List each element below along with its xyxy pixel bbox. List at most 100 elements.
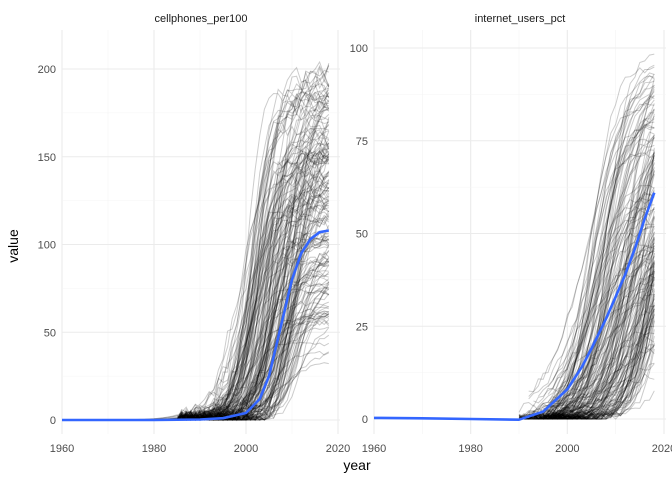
country-line <box>523 207 655 420</box>
country-line <box>518 121 655 420</box>
country-line <box>518 192 655 420</box>
country-line <box>528 293 655 420</box>
country-line <box>533 304 655 420</box>
y-tick-label: 100 <box>38 240 56 252</box>
country-line <box>528 64 655 420</box>
country-line <box>547 162 655 413</box>
country-line <box>528 276 655 420</box>
country-line <box>552 225 655 420</box>
x-tick-labels: 1960 1980 2000 2020 <box>362 443 672 455</box>
country-line <box>538 53 655 420</box>
country-line <box>523 266 655 420</box>
country-line <box>533 305 655 420</box>
y-axis-title: value <box>5 229 21 263</box>
country-line <box>528 124 655 420</box>
country-line <box>528 251 655 417</box>
country-line <box>538 363 655 415</box>
country-line <box>523 362 655 420</box>
country-line <box>538 308 655 420</box>
country-line <box>537 80 655 408</box>
country-line <box>519 115 655 420</box>
country-line <box>552 318 655 419</box>
country-line <box>523 147 655 420</box>
country-line <box>547 373 655 416</box>
strip-title: cellphones_per100 <box>155 13 248 25</box>
country-line <box>537 109 655 397</box>
x-tick-label: 2000 <box>555 443 579 455</box>
country-line <box>528 314 655 420</box>
country-line <box>533 246 655 404</box>
country-line <box>543 223 655 420</box>
country-line <box>518 270 655 420</box>
country-line <box>543 95 655 418</box>
country-line <box>518 174 655 419</box>
country-line <box>523 118 655 420</box>
y-tick-label: 50 <box>356 229 368 241</box>
country-line <box>552 302 655 420</box>
country-line <box>542 108 655 413</box>
country-line <box>528 187 655 420</box>
country-line <box>542 344 655 420</box>
country-line <box>518 244 655 420</box>
country-line <box>543 204 655 409</box>
country-line <box>533 151 655 420</box>
country-line <box>552 217 655 420</box>
country-line <box>523 271 655 420</box>
country-line <box>547 320 655 420</box>
country-line <box>547 226 655 420</box>
trend-line <box>373 192 656 422</box>
y-tick-label: 100 <box>350 43 368 55</box>
country-line <box>519 310 655 420</box>
country-line <box>518 272 655 420</box>
country-line <box>552 274 655 416</box>
country-line <box>547 252 655 420</box>
country-line <box>528 287 655 413</box>
country-line <box>538 345 655 418</box>
country-line <box>518 249 655 418</box>
country-line <box>528 91 655 400</box>
country-line <box>533 190 655 413</box>
country-line <box>547 236 655 416</box>
country-line <box>533 157 655 420</box>
country-line <box>518 144 655 419</box>
country-line <box>542 279 655 418</box>
country-line <box>523 264 655 420</box>
country-line <box>533 156 655 420</box>
strip-title: internet_users_pct <box>475 13 566 25</box>
x-tick-labels: 1960 1980 2000 2020 <box>50 443 350 455</box>
y-tick-label: 0 <box>50 415 56 427</box>
country-line <box>543 112 655 407</box>
country-line <box>533 233 655 420</box>
country-line <box>533 75 655 414</box>
country-line <box>547 266 655 420</box>
country-line <box>528 73 655 397</box>
country-line <box>537 126 655 420</box>
country-line <box>547 289 655 420</box>
country-line <box>543 256 655 420</box>
country-line <box>543 271 655 420</box>
country-line <box>548 152 655 420</box>
country-line <box>519 290 655 420</box>
country-line <box>542 271 655 420</box>
country-line <box>518 134 655 420</box>
country-line <box>552 276 655 419</box>
country-line <box>538 269 655 420</box>
country-line <box>533 304 655 420</box>
panel-cellphones: cellphones_per100 0 50 100 150 200 1960 … <box>38 13 351 455</box>
country-line <box>552 317 655 420</box>
country-line <box>523 75 655 420</box>
country-line <box>533 131 655 420</box>
country-line <box>528 295 655 420</box>
country-line <box>547 242 655 416</box>
y-tick-label: 50 <box>44 327 56 339</box>
country-line <box>543 348 655 420</box>
country-line <box>552 245 655 420</box>
country-line <box>519 335 655 420</box>
country-line <box>543 253 655 420</box>
country-line <box>518 195 655 420</box>
country-line <box>552 89 655 420</box>
country-line <box>523 171 655 420</box>
country-line <box>528 347 655 420</box>
country-line <box>547 152 655 395</box>
country-line <box>543 277 655 420</box>
